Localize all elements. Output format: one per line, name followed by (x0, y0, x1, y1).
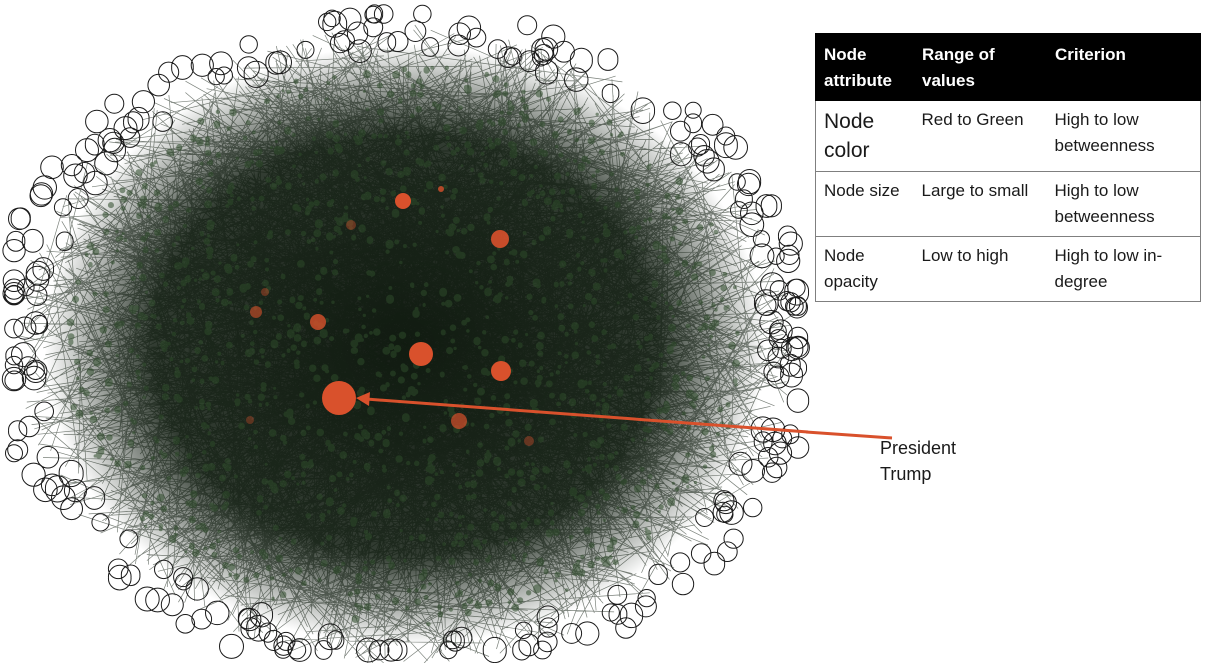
high-betweenness-node (246, 416, 254, 424)
legend-header-row: Node attribute Range of values Criterion (815, 33, 1201, 101)
high-betweenness-node (250, 306, 262, 318)
high-betweenness-node (310, 314, 326, 330)
row-attribute: Node opacity (815, 236, 914, 302)
high-betweenness-node (346, 220, 356, 230)
header-range-of-values: Range of values (913, 33, 1047, 101)
row-criterion: High to low betweenness (1046, 171, 1201, 237)
row-range: Low to high (913, 236, 1047, 302)
row-criterion: High to low betweenness (1046, 100, 1201, 172)
president-trump-node (322, 381, 356, 415)
president-trump-label: President Trump (880, 438, 957, 484)
network-graph (1, 4, 810, 663)
high-betweenness-node (395, 193, 411, 209)
legend-row-color: Node color Red to Green High to low betw… (815, 100, 1201, 172)
high-betweenness-node (438, 186, 444, 192)
callout-arrow-extension (806, 430, 893, 440)
legend-row-size: Node size Large to small High to low bet… (815, 171, 1201, 237)
callout-arrow (356, 392, 809, 434)
row-range: Red to Green (913, 100, 1047, 172)
header-node-attribute: Node attribute (815, 33, 914, 101)
callout-arrow-line (365, 397, 809, 434)
high-betweenness-node (261, 288, 269, 296)
callout-arrowhead (356, 392, 370, 406)
self-loop-layer (1, 4, 810, 663)
legend-row-opacity: Node opacity Low to high High to low in-… (815, 236, 1201, 302)
legend-table: Node attribute Range of values Criterion… (815, 33, 1201, 302)
high-betweenness-node (409, 342, 433, 366)
high-betweenness-node-layer (246, 186, 534, 446)
header-criterion: Criterion (1046, 33, 1201, 101)
callout-arrow-tail (806, 430, 893, 440)
self-loops (1, 4, 810, 663)
high-betweenness-node (491, 230, 509, 248)
row-range: Large to small (913, 171, 1047, 237)
high-betweenness-node (524, 436, 534, 446)
row-criterion: High to low in-degree (1046, 236, 1201, 302)
high-betweenness-node (491, 361, 511, 381)
edges (18, 24, 793, 663)
row-attribute: Node size (815, 171, 914, 237)
edge-layer (18, 24, 793, 663)
row-attribute: Node color (815, 100, 914, 172)
high-betweenness-node (451, 413, 467, 429)
